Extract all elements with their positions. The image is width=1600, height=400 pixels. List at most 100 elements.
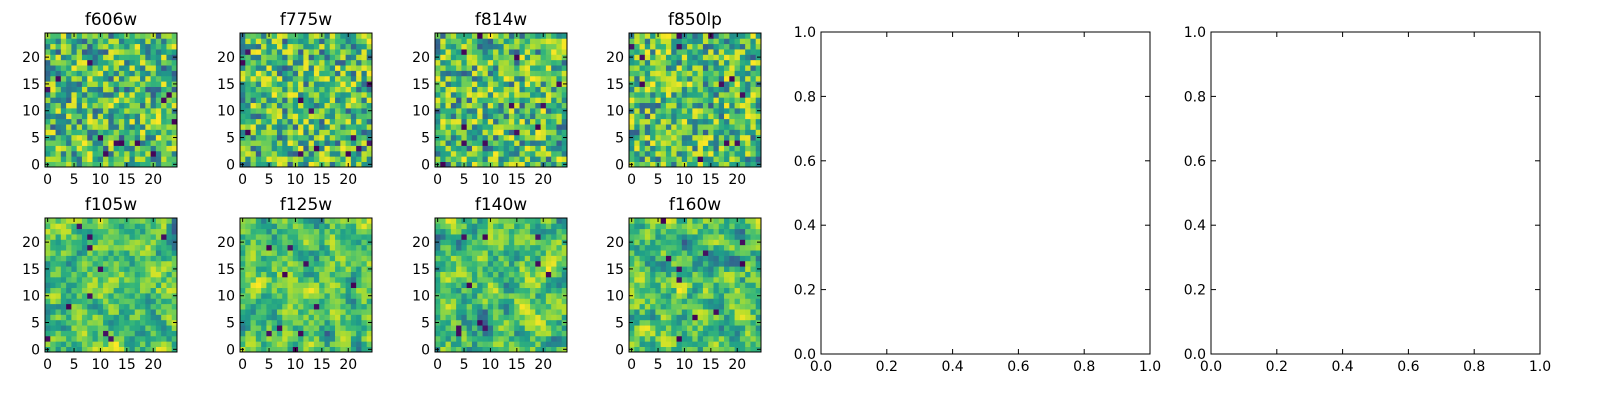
heatmap-cell <box>729 276 735 283</box>
heatmap-cell <box>660 276 667 283</box>
heatmap-cell <box>466 228 473 235</box>
heatmap-cell <box>498 81 504 87</box>
heatmap-cell <box>524 309 531 315</box>
heatmap-cell <box>50 118 56 125</box>
heatmap-cell <box>461 266 468 272</box>
heatmap-cell <box>45 223 51 230</box>
heatmap-cell <box>676 108 683 114</box>
heatmap-cell <box>561 218 568 224</box>
heatmap-cell <box>681 156 688 162</box>
heatmap-cell <box>540 303 547 310</box>
heatmap-cell <box>461 91 468 98</box>
heatmap-cell <box>340 65 346 71</box>
heatmap-cell <box>324 287 331 294</box>
heatmap-cell <box>655 124 662 130</box>
heatmap-cell <box>739 129 746 136</box>
heatmap-cell <box>713 161 720 168</box>
heatmap-cell <box>482 161 489 168</box>
heatmap-cell <box>81 54 88 61</box>
heatmap-cell <box>350 244 357 251</box>
heatmap-cell <box>335 86 341 93</box>
heatmap-cell <box>50 134 56 141</box>
heatmap-cell <box>629 325 635 331</box>
heatmap-cell <box>240 113 246 120</box>
heatmap-cell <box>461 108 468 114</box>
heatmap-cell <box>482 239 489 246</box>
heatmap-cell <box>729 43 735 50</box>
heatmap-cell <box>734 86 741 93</box>
heatmap-cell <box>524 303 531 310</box>
heatmap-cell <box>124 49 130 55</box>
heatmap-cell <box>456 124 462 130</box>
heatmap-cell <box>71 293 78 299</box>
heatmap-cell <box>519 260 526 267</box>
heatmap-cell <box>155 65 162 71</box>
heatmap-cell <box>540 91 547 98</box>
heatmap-cell <box>113 223 120 230</box>
heatmap-cell <box>250 124 257 130</box>
heatmap-cell <box>282 335 288 342</box>
heatmap-cell <box>750 140 757 146</box>
heatmap-cell <box>524 239 531 246</box>
heatmap-cell <box>250 287 257 294</box>
heatmap-cell <box>97 124 104 130</box>
heatmap-cell <box>50 102 56 109</box>
heatmap-cell <box>161 59 167 66</box>
heatmap-cell <box>240 91 246 98</box>
heatmap-cell <box>71 118 78 125</box>
heatmap-cell <box>340 314 346 321</box>
heatmap-cell <box>145 319 151 326</box>
heatmap-cell <box>466 59 473 66</box>
heatmap-cell <box>250 129 257 136</box>
heatmap-cell <box>276 319 283 326</box>
heatmap-cell <box>692 314 698 321</box>
heatmap-cell <box>629 156 635 162</box>
heatmap-cell <box>161 113 167 120</box>
heatmap-cell <box>629 276 635 283</box>
heatmap-cell <box>514 341 520 347</box>
heatmap-cell <box>545 65 552 71</box>
heatmap-cell <box>702 346 709 353</box>
heatmap-cell <box>45 86 51 93</box>
heatmap-cell <box>55 75 62 82</box>
heatmap-cell <box>87 335 93 342</box>
heatmap-cell <box>313 38 320 45</box>
heatmap-cell <box>634 81 640 87</box>
heatmap-cell <box>45 75 51 82</box>
heatmap-cell <box>755 49 762 55</box>
heatmap-cell <box>92 303 99 310</box>
heatmap-cell <box>514 118 520 125</box>
heatmap-cell <box>508 145 515 152</box>
heatmap-cell <box>129 150 136 157</box>
heatmap-cell <box>134 156 141 162</box>
heatmap-cell <box>140 113 146 120</box>
heatmap-cell <box>456 266 462 272</box>
heatmap-cell <box>366 43 373 50</box>
heatmap-cell <box>545 239 552 246</box>
heatmap-cell <box>103 298 109 305</box>
heatmap-cell <box>493 223 499 230</box>
heatmap-cell <box>519 129 526 136</box>
heatmap-cell <box>493 303 499 310</box>
heatmap-cell <box>240 341 246 347</box>
heatmap-cell <box>276 118 283 125</box>
heatmap-cell <box>361 341 368 347</box>
heatmap-cell <box>361 108 368 114</box>
heatmap-cell <box>660 86 667 93</box>
heatmap-cell <box>87 298 93 305</box>
heatmap-cell <box>660 118 667 125</box>
heatmap-cell <box>702 33 709 39</box>
heatmap-cell <box>702 161 709 168</box>
heatmap-cell <box>493 309 499 315</box>
heatmap-cell <box>161 97 167 104</box>
x-tick-label: 15 <box>313 357 331 373</box>
heatmap-cell <box>456 43 462 50</box>
heatmap-cell <box>108 234 114 240</box>
heatmap-cell <box>171 282 178 289</box>
heatmap-cell <box>66 330 72 337</box>
heatmap-cell <box>530 140 536 146</box>
heatmap-cell <box>140 97 146 104</box>
heatmap-cell <box>514 287 520 294</box>
axes-frame <box>239 217 373 353</box>
